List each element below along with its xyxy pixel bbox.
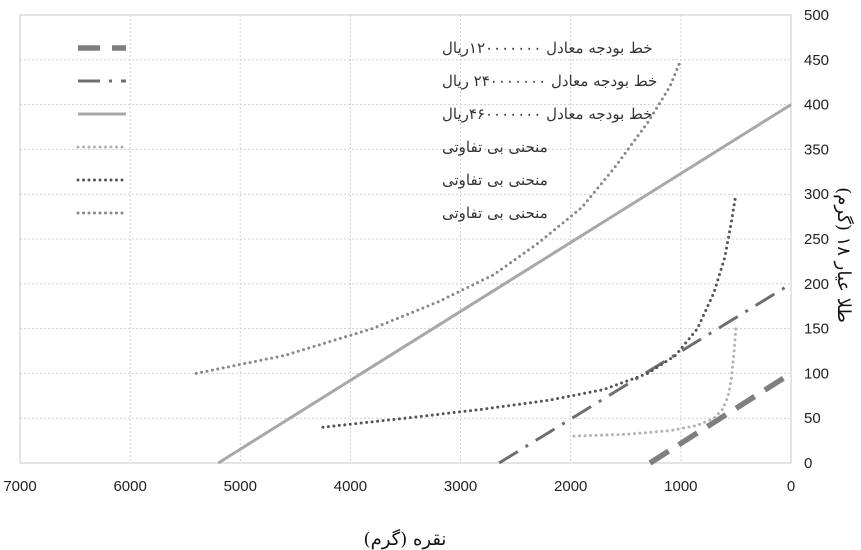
legend-label: خط بودجه معادل ۱۲۰۰۰۰۰۰۰ریال — [442, 39, 653, 57]
series-line-2 — [498, 282, 792, 465]
y-axis-ticks: 0 50 100 150 200 250 300 350 400 450 500 — [804, 7, 829, 472]
legend: خط بودجه معادل ۱۲۰۰۰۰۰۰۰ریال خط بودجه معا… — [76, 39, 657, 222]
y-tick-label: 400 — [804, 97, 829, 114]
y-tick-label: 0 — [804, 455, 812, 472]
x-tick-label: 5000 — [224, 478, 257, 495]
x-tick-label: 7000 — [3, 478, 36, 495]
y-tick-label: 100 — [804, 365, 829, 382]
y-tick-label: 150 — [804, 321, 829, 338]
x-axis-ticks: 7000 6000 5000 4000 3000 2000 1000 0 — [3, 478, 795, 495]
legend-label: خط بودجه معادل ۴۶۰۰۰۰۰۰۰ریال — [442, 105, 653, 123]
y-tick-label: 450 — [804, 52, 829, 69]
series-line-1 — [648, 371, 793, 466]
legend-label: منحنی بی تفاوتی — [442, 138, 548, 156]
legend-label: منحنی بی تفاوتی — [442, 171, 548, 189]
y-tick-label: 250 — [804, 231, 829, 248]
series-line-5 — [321, 192, 738, 429]
x-tick-label: 3000 — [444, 478, 477, 495]
x-tick-label: 6000 — [113, 478, 146, 495]
x-tick-label: 2000 — [554, 478, 587, 495]
legend-label: منحنی بی تفاوتی — [442, 204, 548, 222]
x-tick-label: 4000 — [334, 478, 367, 495]
x-tick-label: 1000 — [664, 478, 697, 495]
y-tick-label: 350 — [804, 141, 829, 158]
gridlines — [20, 15, 791, 463]
y-tick-label: 300 — [804, 186, 829, 203]
y-tick-label: 500 — [804, 7, 829, 24]
x-tick-label: 0 — [787, 478, 795, 495]
y-axis-title: طلا عیار ۱۸ (گرم) — [833, 187, 855, 323]
x-axis-title: نقره (گرم) — [364, 528, 447, 550]
series-line-6 — [194, 58, 683, 375]
series-layer — [194, 58, 793, 466]
legend-label: خط بودجه معادل ۲۴۰۰۰۰۰۰۰ ریال — [442, 72, 657, 90]
y-tick-label: 200 — [804, 276, 829, 293]
y-tick-label: 50 — [804, 410, 821, 427]
series-line-3 — [217, 103, 792, 465]
series-line-4 — [572, 327, 738, 438]
